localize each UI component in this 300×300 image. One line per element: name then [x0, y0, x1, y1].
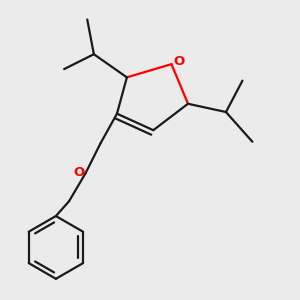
Text: O: O [173, 55, 184, 68]
Text: O: O [74, 166, 85, 178]
